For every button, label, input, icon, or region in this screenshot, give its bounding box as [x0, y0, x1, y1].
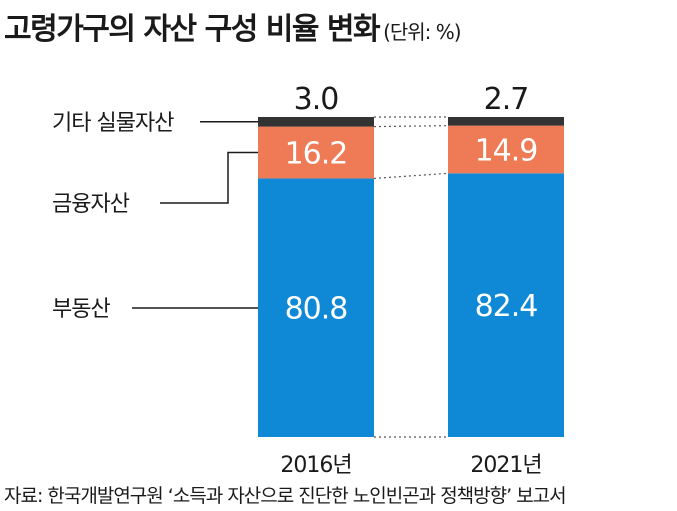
- x-tick-label-2021년: 2021년: [470, 453, 541, 478]
- x-tick-label-2016년: 2016년: [280, 453, 351, 478]
- value-label-2016년-금융자산: 16.2: [285, 137, 348, 172]
- series-label-금융자산: 금융자산: [52, 192, 130, 217]
- value-label-2016년-기타 실물자산: 3.0: [294, 82, 339, 117]
- series-label-기타 실물자산: 기타 실물자산: [52, 111, 174, 136]
- bar-2016년-금융자산: [258, 126, 374, 179]
- value-label-2021년-부동산: 82.4: [475, 289, 538, 324]
- leader-line-금융자산: [160, 151, 258, 204]
- value-label-2016년-부동산: 80.8: [285, 292, 348, 327]
- unit-label: (단위: %): [383, 20, 462, 44]
- chart-title: 고령가구의 자산 구성 비율 변화 (단위: %): [4, 4, 462, 48]
- bar-2021년-금융자산: [448, 125, 564, 174]
- source-note: 자료: 한국개발연구원 ‘소득과 자산으로 진단한 노인빈곤과 정책방향’ 보고…: [4, 485, 567, 507]
- value-label-2021년-금융자산: 14.9: [475, 133, 538, 168]
- bar-2021년-부동산: [448, 173, 564, 437]
- bar-2016년-기타 실물자산: [258, 117, 374, 127]
- connector-금융자산: [373, 125, 449, 128]
- value-label-2021년-기타 실물자산: 2.7: [484, 82, 529, 117]
- chart-title-text: 고령가구의 자산 구성 비율 변화: [4, 12, 381, 47]
- bar-2021년-기타 실물자산: [448, 117, 564, 126]
- connector-부동산: [373, 172, 449, 180]
- bar-2016년-부동산: [258, 178, 374, 437]
- series-label-부동산: 부동산: [52, 297, 110, 322]
